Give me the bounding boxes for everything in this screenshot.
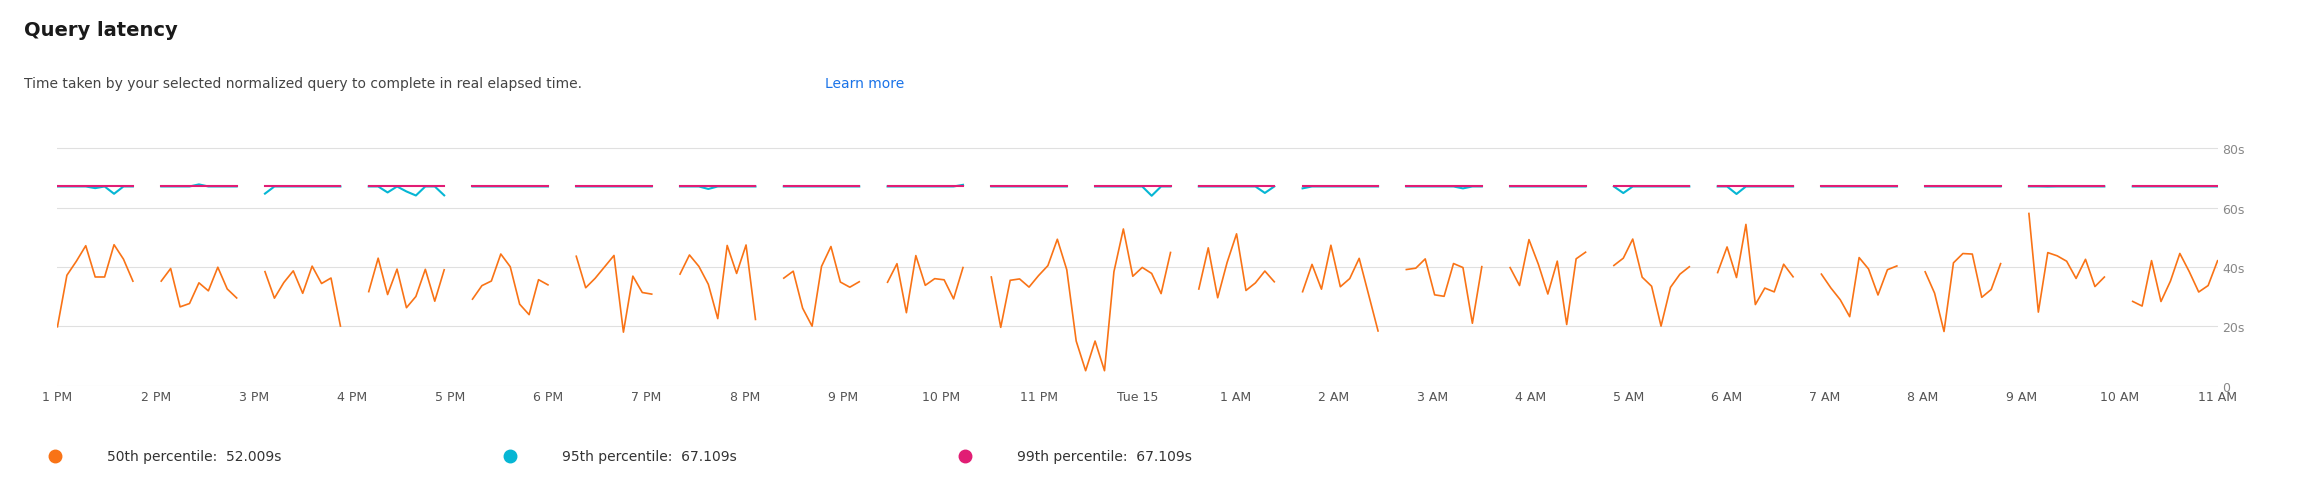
Text: Query latency: Query latency (23, 21, 177, 40)
Text: 99th percentile:  67.109s: 99th percentile: 67.109s (1018, 449, 1193, 463)
Text: Learn more: Learn more (825, 77, 905, 91)
Text: Time taken by your selected normalized query to complete in real elapsed time.: Time taken by your selected normalized q… (23, 77, 586, 91)
Text: 95th percentile:  67.109s: 95th percentile: 67.109s (563, 449, 738, 463)
Text: 50th percentile:  52.009s: 50th percentile: 52.009s (108, 449, 280, 463)
